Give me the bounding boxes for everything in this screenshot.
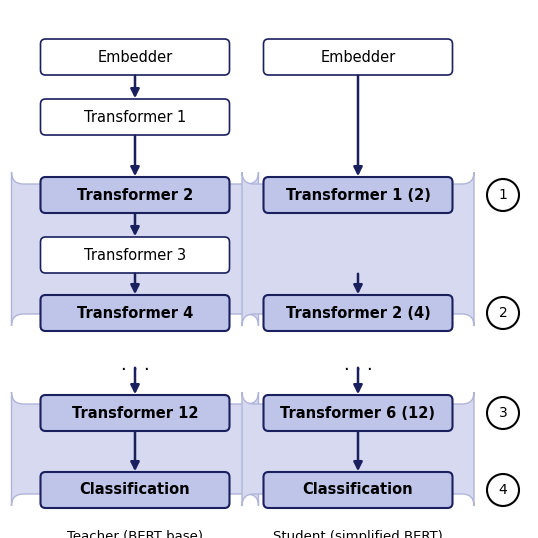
FancyBboxPatch shape xyxy=(40,177,230,213)
Text: Transformer 3: Transformer 3 xyxy=(84,247,186,263)
Text: · · ·: · · · xyxy=(344,361,372,379)
Text: 1: 1 xyxy=(499,188,507,202)
FancyBboxPatch shape xyxy=(264,472,452,508)
Circle shape xyxy=(487,297,519,329)
FancyBboxPatch shape xyxy=(264,177,452,213)
Text: Transformer 12: Transformer 12 xyxy=(72,406,198,421)
Circle shape xyxy=(487,397,519,429)
FancyBboxPatch shape xyxy=(242,392,474,506)
Text: Transformer 2 (4): Transformer 2 (4) xyxy=(286,306,430,321)
FancyBboxPatch shape xyxy=(40,237,230,273)
FancyBboxPatch shape xyxy=(264,39,452,75)
FancyBboxPatch shape xyxy=(11,172,258,326)
Text: Transformer 2: Transformer 2 xyxy=(77,188,193,202)
Text: Classification: Classification xyxy=(80,483,190,498)
FancyBboxPatch shape xyxy=(40,99,230,135)
FancyBboxPatch shape xyxy=(40,395,230,431)
Text: 4: 4 xyxy=(499,483,507,497)
Text: Transformer 4: Transformer 4 xyxy=(77,306,193,321)
FancyBboxPatch shape xyxy=(11,392,258,506)
FancyBboxPatch shape xyxy=(242,172,474,326)
FancyBboxPatch shape xyxy=(40,39,230,75)
Text: 2: 2 xyxy=(499,306,507,320)
FancyBboxPatch shape xyxy=(264,395,452,431)
Text: Embedder: Embedder xyxy=(320,49,395,65)
Text: Transformer 1 (2): Transformer 1 (2) xyxy=(286,188,430,202)
Circle shape xyxy=(487,474,519,506)
Text: Embedder: Embedder xyxy=(97,49,173,65)
FancyBboxPatch shape xyxy=(40,295,230,331)
Circle shape xyxy=(487,179,519,211)
Text: Transformer 6 (12): Transformer 6 (12) xyxy=(280,406,435,421)
FancyBboxPatch shape xyxy=(40,472,230,508)
Text: 3: 3 xyxy=(499,406,507,420)
FancyBboxPatch shape xyxy=(264,295,452,331)
Text: Classification: Classification xyxy=(303,483,413,498)
Text: · · ·: · · · xyxy=(121,361,150,379)
Text: Student (simplified BERT): Student (simplified BERT) xyxy=(273,530,443,538)
Text: Transformer 1: Transformer 1 xyxy=(84,110,186,124)
Text: Teacher (BERT base): Teacher (BERT base) xyxy=(67,530,203,538)
